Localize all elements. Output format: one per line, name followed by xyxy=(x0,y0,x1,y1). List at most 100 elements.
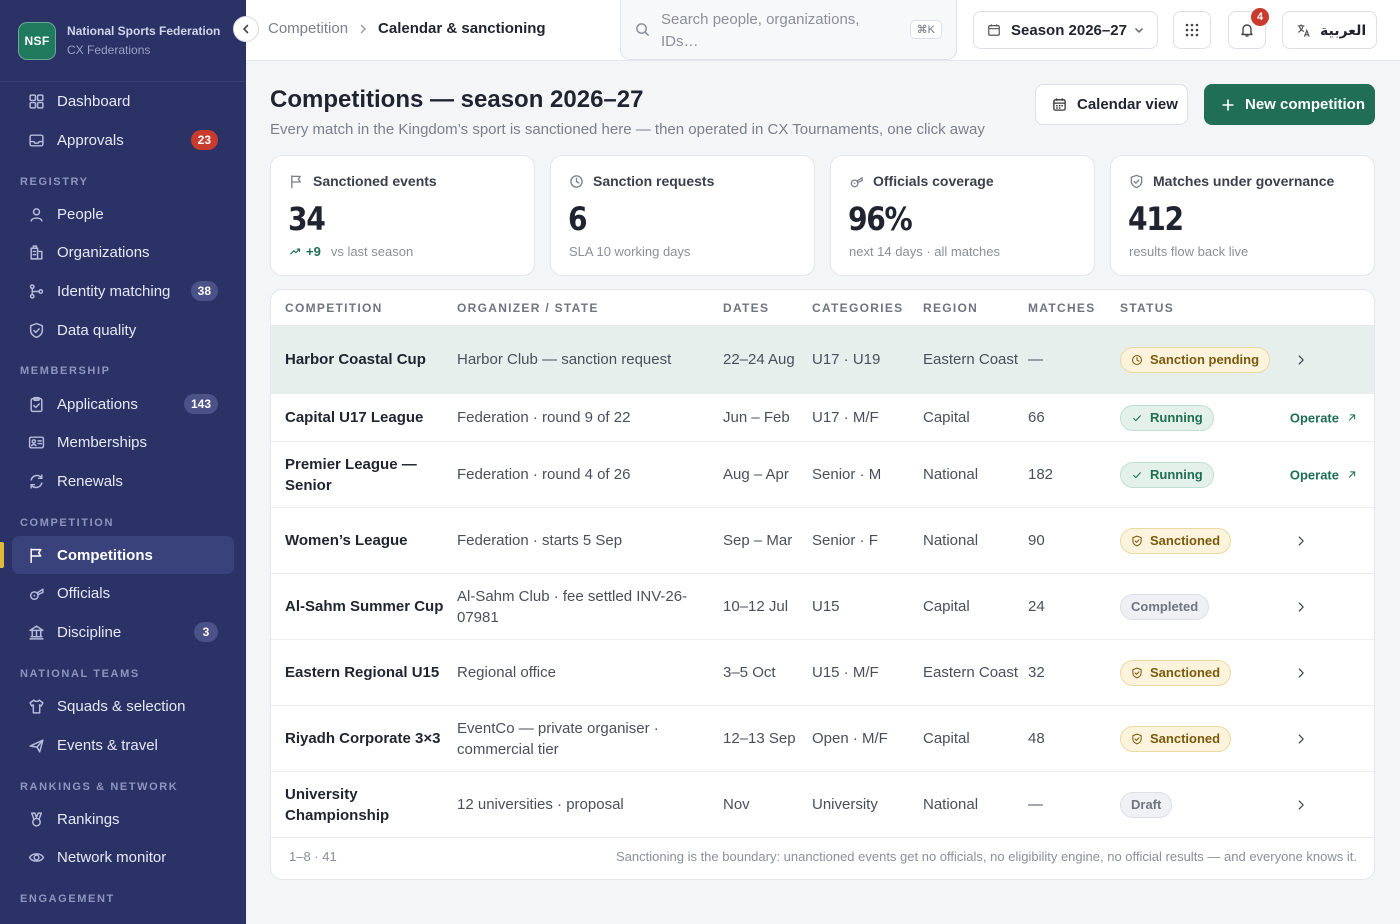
table-row[interactable]: Women’s League Federation · starts 5 Sep S… xyxy=(271,508,1374,574)
sidebar-collapse-button[interactable] xyxy=(233,16,259,42)
whistle-icon xyxy=(28,585,45,602)
sidebar-item-events-travel[interactable]: Events & travel xyxy=(12,726,234,764)
operate-link[interactable]: Operate xyxy=(1290,410,1358,425)
new-competition-button[interactable]: New competition xyxy=(1204,84,1375,125)
kpi-card: Officials coverage 96% next 14 days · al… xyxy=(830,155,1095,276)
chevron-right-icon[interactable] xyxy=(1294,600,1308,614)
shield-check-icon xyxy=(1131,667,1143,679)
chevron-right-icon[interactable] xyxy=(1294,353,1308,367)
chevron-right-icon xyxy=(359,23,367,34)
sidebar-item-officials[interactable]: Officials xyxy=(12,574,234,612)
chevron-right-icon[interactable] xyxy=(1294,534,1308,548)
section-label: RANKINGS & NETWORK xyxy=(20,781,179,793)
cell-name: Riyadh Corporate 3×3 xyxy=(285,730,441,747)
chevron-right-icon[interactable] xyxy=(1294,732,1308,746)
sidebar-item-people[interactable]: People xyxy=(12,195,234,233)
cell-region: Capital xyxy=(923,598,970,615)
table-footer: 1–8 · 41 Sanctioning is the boundary: un… xyxy=(271,835,1374,879)
table-row[interactable]: Al-Sahm Summer Cup Al-Sahm Club · fee set… xyxy=(271,574,1374,640)
status-badge: Draft xyxy=(1120,791,1173,818)
kpi-delta: +9 xyxy=(306,244,321,259)
id-card-icon xyxy=(28,434,45,451)
section-label: COMPETITION xyxy=(20,517,114,529)
status-label: Sanctioned xyxy=(1150,665,1221,680)
table-row[interactable]: Capital U17 League Federation · round 9 o… xyxy=(271,394,1374,442)
chevron-right-icon[interactable] xyxy=(1294,798,1308,812)
sidebar-item-network-monitor[interactable]: Network monitor xyxy=(12,838,234,876)
cell-region: Capital xyxy=(923,409,970,426)
sidebar-item-label: Data quality xyxy=(57,321,137,339)
sidebar-item-identity-matching[interactable]: Identity matching 38 xyxy=(12,272,234,310)
sidebar-item-memberships[interactable]: Memberships xyxy=(12,423,234,461)
sidebar-item-renewals[interactable]: Renewals xyxy=(12,462,234,500)
cell-name: Harbor Coastal Cup xyxy=(285,351,426,368)
flag-icon xyxy=(289,174,304,189)
sidebar-item-applications[interactable]: Applications 143 xyxy=(12,385,234,423)
table-row[interactable]: Eastern Regional U15 Regional office 3–5 O… xyxy=(271,640,1374,706)
sidebar-item-rankings[interactable]: Rankings xyxy=(12,800,234,838)
language-switch[interactable]: العربية xyxy=(1282,11,1377,49)
cell-name: Al-Sahm Summer Cup xyxy=(285,598,444,615)
kpi-note: next 14 days · all matches xyxy=(849,244,1001,259)
sidebar-item-approvals[interactable]: Approvals 23 xyxy=(12,121,234,159)
shield-check-icon xyxy=(28,322,45,339)
search-input[interactable]: Search people, organizations, IDs… ⌘K xyxy=(620,0,957,60)
cell-organizer: EventCo — private organiser · commercial… xyxy=(457,719,659,758)
sidebar-item-competitions[interactable]: Competitions xyxy=(12,536,234,574)
cell-matches: 24 xyxy=(1028,598,1045,615)
kpi-card: Sanction requests 6 SLA 10 working days xyxy=(550,155,815,276)
cell-categories: Senior · F xyxy=(812,532,878,549)
sidebar-item-label: Organizations xyxy=(57,243,150,261)
active-indicator xyxy=(0,542,4,568)
flag-icon xyxy=(28,547,45,564)
table-footnote: Sanctioning is the boundary: unanctioned… xyxy=(616,849,1357,864)
calendar-view-button[interactable]: Calendar view xyxy=(1035,84,1188,125)
brand-logo: NSF xyxy=(18,21,56,60)
status-label: Completed xyxy=(1131,599,1199,614)
column-header[interactable]: DATES xyxy=(723,301,770,315)
table-row[interactable]: Harbor Coastal Cup Harbor Club — sanction… xyxy=(271,326,1374,394)
status-badge: Sanctioned xyxy=(1120,527,1232,554)
sidebar-item-squads-selection[interactable]: Squads & selection xyxy=(12,687,234,725)
apps-button[interactable] xyxy=(1173,11,1211,49)
column-header[interactable]: CATEGORIES xyxy=(812,301,904,315)
cell-name: Premier League — Senior xyxy=(285,455,417,494)
column-header[interactable]: MATCHES xyxy=(1028,301,1096,315)
refresh-icon xyxy=(28,473,45,490)
cell-matches: 32 xyxy=(1028,664,1045,681)
table-row[interactable]: Riyadh Corporate 3×3 EventCo — private or… xyxy=(271,706,1374,772)
breadcrumb-competition[interactable]: Competition xyxy=(268,20,349,37)
sidebar-item-organizations[interactable]: Organizations xyxy=(12,233,234,271)
chevron-right-icon[interactable] xyxy=(1294,666,1308,680)
status-label: Sanction pending xyxy=(1150,352,1260,367)
language-label: العربية xyxy=(1320,21,1367,38)
cell-name: Eastern Regional U15 xyxy=(285,664,440,681)
cell-region: National xyxy=(923,466,979,483)
sidebar-item-discipline[interactable]: Discipline 3 xyxy=(12,613,234,651)
season-select[interactable]: Season 2026–27 xyxy=(973,11,1158,49)
search-placeholder: Search people, organizations, IDs… xyxy=(661,11,860,50)
column-header[interactable]: REGION xyxy=(923,301,979,315)
cell-matches: — xyxy=(1028,796,1043,813)
sidebar-item-label: Applications xyxy=(57,395,138,413)
check-icon xyxy=(1131,469,1143,481)
notifications-button[interactable]: 4 xyxy=(1228,8,1269,49)
table-row[interactable]: University Championship 12 universities ·… xyxy=(271,772,1374,838)
column-header[interactable]: STATUS xyxy=(1120,301,1175,315)
column-header[interactable]: COMPETITION xyxy=(285,301,383,315)
kpi-card: Sanctioned events 34 +9 vs last season xyxy=(270,155,535,276)
cell-matches: — xyxy=(1028,351,1043,368)
sidebar-item-dashboard[interactable]: Dashboard xyxy=(12,82,234,120)
cell-categories: U17 · U19 xyxy=(812,351,881,368)
calendar-icon xyxy=(1052,97,1067,112)
cell-region: Eastern Coast xyxy=(923,664,1019,681)
cell-dates: 12–13 Sep xyxy=(723,730,796,747)
sidebar-item-label: Events & travel xyxy=(57,736,158,754)
column-header[interactable]: ORGANIZER / STATE xyxy=(457,301,599,315)
table-row[interactable]: Premier League — Senior Federation · roun… xyxy=(271,442,1374,508)
cell-name: University Championship xyxy=(285,785,390,824)
operate-link[interactable]: Operate xyxy=(1290,467,1358,482)
sidebar-item-data-quality[interactable]: Data quality xyxy=(12,311,234,349)
nav-badge: 38 xyxy=(190,281,218,301)
pagination[interactable]: 1–8 · 41 xyxy=(289,849,337,864)
